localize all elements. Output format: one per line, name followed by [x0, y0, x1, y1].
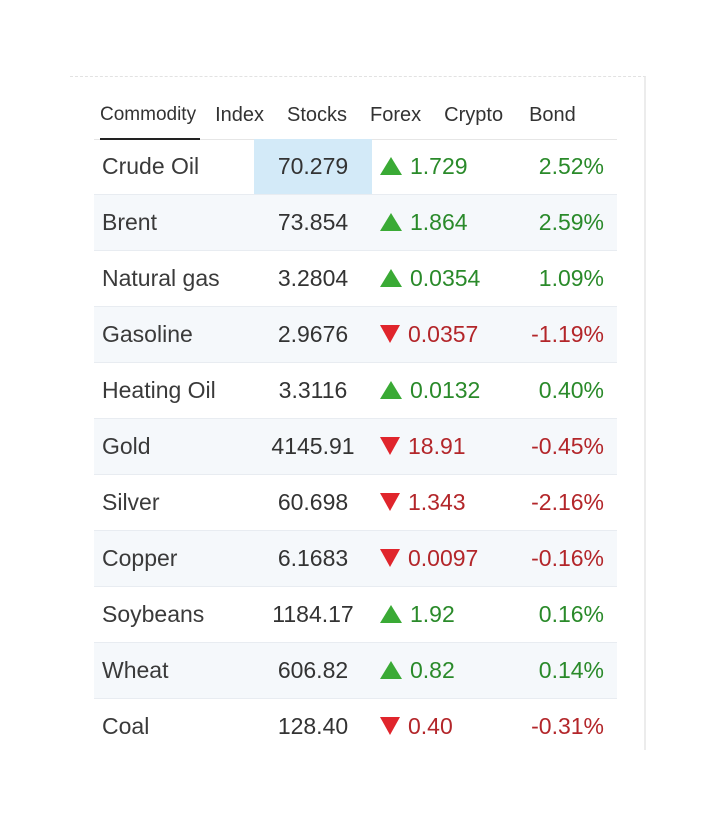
price: 2.9676: [277, 321, 349, 347]
up-arrow-icon: [380, 212, 402, 231]
commodity-name: Brent: [102, 209, 157, 235]
change: 0.0132: [380, 363, 480, 418]
down-arrow-icon: [380, 492, 400, 511]
market-tabs: Commodity Index Stocks Forex Crypto Bond: [94, 95, 617, 140]
change: 1.729: [380, 139, 468, 194]
percent-change: -2.16%: [531, 489, 604, 515]
tab-commodity[interactable]: Commodity: [100, 95, 201, 140]
percent-change: 2.52%: [538, 153, 604, 179]
up-arrow-icon: [380, 380, 402, 399]
quote-row[interactable]: Gasoline 2.9676 0.0357 -1.19%: [94, 307, 617, 363]
price: 1184.17: [272, 601, 354, 627]
quote-row[interactable]: Gold 4145.91 18.91 -0.45%: [94, 419, 617, 475]
tab-bond[interactable]: Bond: [529, 104, 576, 126]
percent-change: 0.16%: [538, 601, 604, 627]
change: 0.0354: [380, 251, 480, 306]
price: 60.698: [277, 489, 349, 515]
commodity-name: Heating Oil: [102, 377, 216, 403]
quote-row[interactable]: Brent 73.854 1.864 2.59%: [94, 195, 617, 251]
change: 0.0097: [380, 531, 478, 586]
price: 4145.91: [271, 433, 355, 459]
commodity-name: Wheat: [102, 657, 169, 683]
price: 70.279: [254, 139, 372, 194]
quote-row[interactable]: Soybeans 1184.17 1.92 0.16%: [94, 587, 617, 643]
change: 18.91: [380, 419, 466, 474]
quote-row[interactable]: Copper 6.1683 0.0097 -0.16%: [94, 531, 617, 587]
price: 73.854: [277, 209, 349, 235]
commodity-widget: Commodity Index Stocks Forex Crypto Bond…: [70, 76, 646, 750]
quote-row[interactable]: Heating Oil 3.3116 0.0132 0.40%: [94, 363, 617, 419]
percent-change: 1.09%: [538, 265, 604, 291]
down-arrow-icon: [380, 324, 400, 343]
change: 0.40: [380, 699, 453, 754]
percent-change: -0.45%: [531, 433, 604, 459]
percent-change: 2.59%: [538, 209, 604, 235]
tab-crypto[interactable]: Crypto: [444, 104, 504, 126]
tab-stocks[interactable]: Stocks: [287, 104, 348, 126]
price: 3.3116: [278, 377, 348, 403]
quote-row[interactable]: Natural gas 3.2804 0.0354 1.09%: [94, 251, 617, 307]
commodity-name: Copper: [102, 545, 178, 571]
change: 1.343: [380, 475, 466, 530]
change: 1.864: [380, 195, 468, 250]
price: 606.82: [277, 657, 349, 683]
tab-forex[interactable]: Forex: [370, 104, 422, 126]
percent-change: -0.16%: [531, 545, 604, 571]
quotes-table: Crude Oil 70.279 1.729 2.52% Brent 73.85…: [94, 139, 617, 754]
quote-row[interactable]: Crude Oil 70.279 1.729 2.52%: [94, 139, 617, 195]
up-arrow-icon: [380, 604, 402, 623]
up-arrow-icon: [380, 660, 402, 679]
percent-change: 0.14%: [538, 657, 604, 683]
percent-change: -0.31%: [531, 713, 604, 739]
percent-change: 0.40%: [538, 377, 604, 403]
change: 0.0357: [380, 307, 478, 362]
quote-row[interactable]: Coal 128.40 0.40 -0.31%: [94, 699, 617, 754]
commodity-name: Coal: [102, 713, 150, 739]
up-arrow-icon: [380, 156, 402, 175]
down-arrow-icon: [380, 548, 400, 567]
change: 1.92: [380, 587, 455, 642]
down-arrow-icon: [380, 716, 400, 735]
quote-row[interactable]: Silver 60.698 1.343 -2.16%: [94, 475, 617, 531]
commodity-name: Silver: [102, 489, 160, 515]
up-arrow-icon: [380, 268, 402, 287]
price: 3.2804: [277, 265, 349, 291]
commodity-name: Natural gas: [102, 265, 220, 291]
down-arrow-icon: [380, 436, 400, 455]
quote-row[interactable]: Wheat 606.82 0.82 0.14%: [94, 643, 617, 699]
tab-index[interactable]: Index: [215, 104, 265, 126]
percent-change: -1.19%: [531, 321, 604, 347]
commodity-name: Gasoline: [102, 321, 193, 347]
commodity-name: Crude Oil: [102, 153, 200, 179]
price: 6.1683: [277, 545, 349, 571]
price: 128.40: [277, 713, 349, 739]
commodity-name: Soybeans: [102, 601, 205, 627]
change: 0.82: [380, 643, 455, 698]
commodity-name: Gold: [102, 433, 151, 459]
